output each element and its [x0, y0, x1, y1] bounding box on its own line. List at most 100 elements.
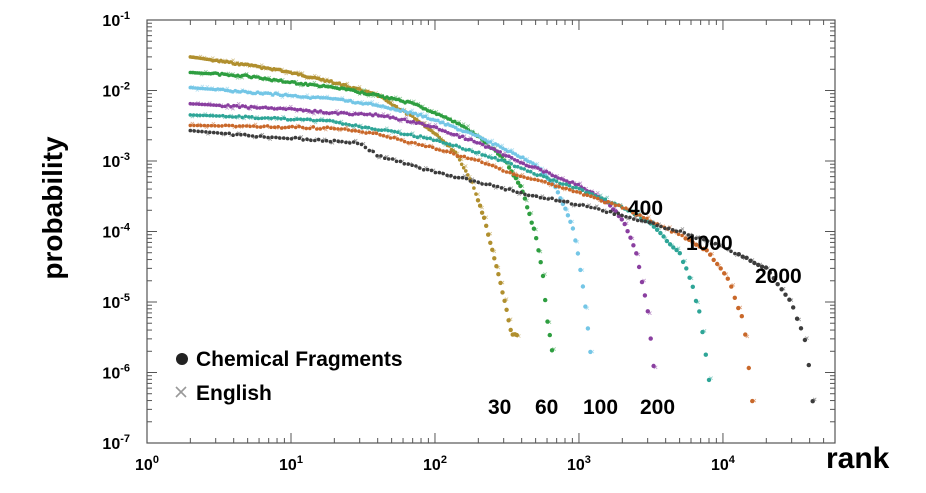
data-point-fragment — [625, 229, 630, 234]
data-point-fragment — [269, 116, 274, 121]
data-point-fragment — [486, 232, 491, 237]
data-point-fragment — [606, 200, 611, 204]
data-point-fragment — [220, 124, 224, 128]
data-point-fragment — [295, 108, 300, 112]
data-point-fragment — [353, 112, 358, 116]
data-point-fragment — [308, 117, 313, 122]
data-point-fragment — [359, 111, 364, 116]
data-point-fragment — [549, 348, 555, 353]
data-point-fragment — [416, 142, 421, 147]
data-point-fragment — [729, 249, 733, 254]
data-point-fragment — [233, 115, 238, 119]
data-point-fragment — [454, 143, 459, 148]
data-point-fragment — [263, 105, 268, 109]
data-point-english — [300, 71, 305, 75]
data-point-fragment — [278, 136, 282, 140]
data-point-fragment — [496, 143, 500, 147]
data-point-fragment — [227, 123, 231, 128]
data-point-fragment — [620, 213, 624, 218]
series-layer — [188, 54, 817, 404]
data-point-fragment — [239, 132, 243, 137]
data-point-fragment — [682, 231, 687, 235]
data-point-english — [534, 227, 538, 232]
data-point-fragment — [698, 236, 702, 240]
x-tick-label: 103 — [567, 454, 591, 474]
data-point-fragment — [480, 182, 484, 186]
data-point-english — [225, 106, 229, 110]
data-point-fragment — [266, 106, 271, 110]
data-point-fragment — [255, 125, 259, 129]
data-point-english — [647, 311, 652, 316]
data-point-english — [335, 108, 340, 113]
data-point-english — [676, 246, 681, 251]
data-point-fragment — [438, 139, 442, 143]
data-point-fragment — [759, 264, 765, 269]
data-point-english — [520, 184, 525, 188]
data-point-fragment — [459, 154, 463, 159]
data-point-fragment — [300, 125, 305, 130]
data-point-fragment — [511, 189, 515, 193]
data-point-fragment — [658, 230, 663, 236]
data-point-fragment — [263, 116, 267, 120]
data-point-fragment — [366, 125, 371, 130]
data-point-fragment — [385, 135, 389, 139]
data-point-fragment — [241, 124, 245, 128]
data-point-fragment — [562, 199, 566, 204]
data-point-fragment — [664, 238, 670, 244]
data-point-fragment — [521, 161, 526, 166]
data-point-fragment — [365, 112, 369, 117]
data-point-fragment — [441, 149, 446, 153]
data-point-fragment — [410, 114, 415, 118]
data-point-fragment — [577, 203, 582, 208]
data-point-fragment — [376, 114, 381, 118]
data-point-fragment — [226, 103, 230, 107]
y-tick-label: 10-5 — [102, 292, 130, 312]
data-point-fragment — [219, 131, 224, 136]
data-point-fragment — [192, 123, 196, 128]
x-tick-labels: 100 101 102 103 104 — [135, 454, 736, 474]
data-point-fragment — [388, 116, 392, 120]
data-point-fragment — [783, 292, 788, 297]
data-point-fragment — [418, 166, 422, 170]
data-point-fragment — [318, 96, 323, 100]
data-point-fragment — [794, 316, 800, 321]
y-axis-label: probability — [37, 136, 68, 280]
data-point-fragment — [744, 255, 749, 260]
data-point-fragment — [585, 204, 589, 209]
data-point-fragment — [495, 184, 500, 189]
data-point-fragment — [402, 139, 407, 144]
data-point-fragment — [570, 180, 575, 184]
data-point-fragment — [483, 153, 488, 158]
data-point-fragment — [194, 102, 198, 106]
data-point-fragment — [702, 237, 706, 242]
data-point-fragment — [515, 159, 520, 163]
data-point-english — [773, 276, 778, 281]
data-point-fragment — [409, 140, 414, 145]
data-point-fragment — [434, 125, 439, 130]
data-point-fragment — [492, 256, 497, 261]
x-tick-label: 102 — [423, 454, 447, 474]
data-point-fragment — [248, 124, 252, 129]
data-point-fragment — [297, 136, 302, 140]
data-point-fragment — [412, 134, 416, 139]
data-point-fragment — [472, 186, 476, 190]
data-point-fragment — [464, 148, 468, 152]
data-point-fragment — [262, 135, 267, 139]
x-axis-label: rank — [826, 442, 890, 475]
data-point-fragment — [597, 207, 601, 211]
data-point-fragment — [309, 138, 313, 143]
data-point-english — [683, 258, 687, 263]
legend: Chemical Fragments English — [175, 348, 403, 405]
data-point-fragment — [798, 326, 804, 331]
data-point-fragment — [659, 224, 663, 229]
data-point-fragment — [337, 120, 342, 125]
data-point-fragment — [558, 199, 562, 203]
data-point-fragment — [612, 212, 617, 216]
data-point-fragment — [564, 186, 568, 191]
data-point-fragment — [722, 271, 727, 276]
data-point-english — [781, 286, 786, 291]
data-point-fragment — [457, 135, 462, 139]
data-point-english — [547, 320, 552, 325]
data-point-fragment — [324, 111, 329, 115]
data-point-fragment — [627, 208, 632, 212]
